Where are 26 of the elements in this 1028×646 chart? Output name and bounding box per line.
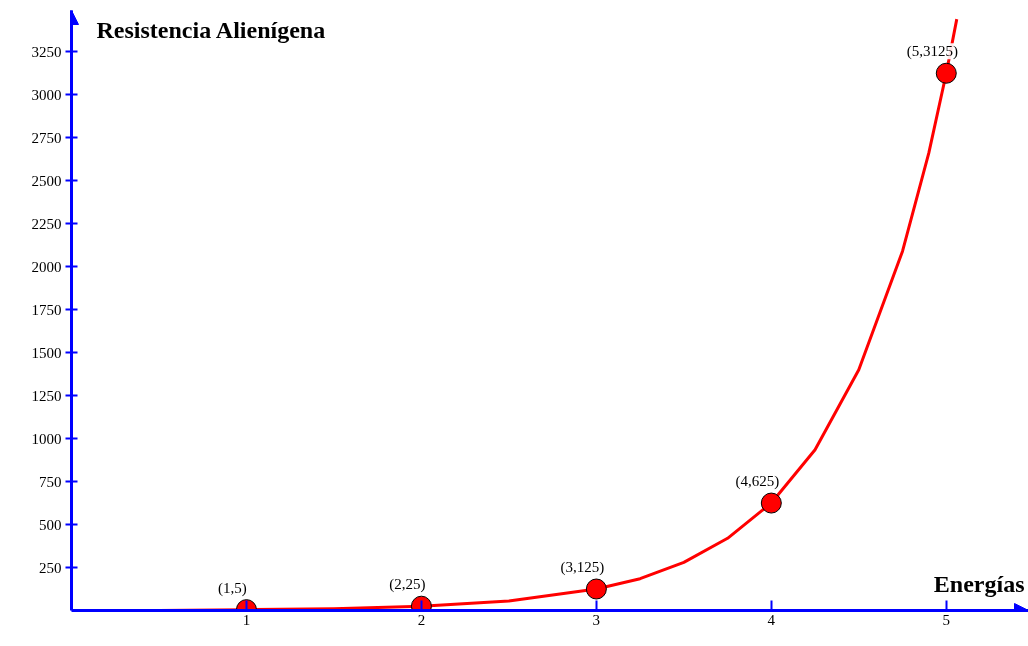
annotation: (4,625): [735, 473, 780, 491]
x-tick-label: 1: [242, 611, 251, 628]
y-tick-label: 3000: [31, 86, 62, 103]
y-tick-label: 2500: [31, 172, 62, 189]
y-tick-label: 2750: [31, 129, 62, 146]
y-tick-label: 2250: [31, 215, 62, 232]
point: [935, 62, 957, 84]
x-axis-title: Energías: [933, 570, 1025, 597]
y-tick-label: 750: [39, 473, 62, 490]
y-axis-title: Resistencia Alienígena: [96, 16, 326, 43]
y-tick-label: 3250: [31, 43, 62, 60]
y-tick-label: 1250: [31, 387, 62, 404]
y-tick-label: 2000: [31, 258, 62, 275]
x-tick-label: 3: [592, 611, 601, 628]
y-tick-label: 1500: [31, 344, 62, 361]
y-tick-label: 1750: [31, 301, 62, 318]
y-tick-label: 500: [39, 516, 62, 533]
annotation: (1,5): [218, 579, 247, 597]
y-tick-label: 250: [39, 559, 62, 576]
annotation: (3,125): [560, 559, 605, 577]
annotation: (2,25): [389, 576, 426, 594]
x-tick-label: 2: [417, 611, 426, 628]
y-tick-label: 1000: [31, 430, 62, 447]
x-tick-label: 4: [767, 611, 776, 628]
x-tick-label: 5: [942, 611, 951, 628]
annotation: (5,3125): [906, 43, 958, 61]
